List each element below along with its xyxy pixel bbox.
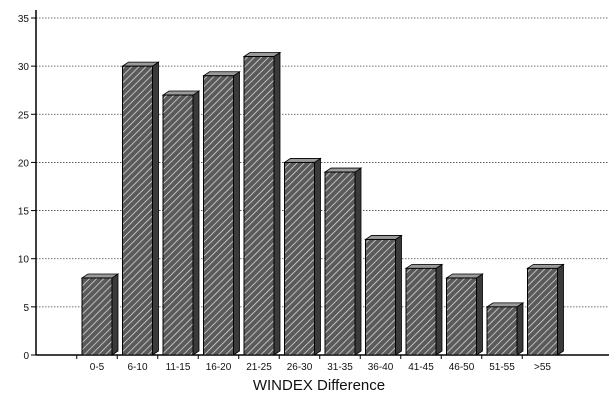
x-tick-label: >55	[534, 362, 551, 373]
x-tick-label: 6-10	[127, 362, 147, 373]
bar-side-face	[152, 61, 159, 356]
bar-top-face	[323, 167, 363, 173]
y-tick-label: 35	[18, 14, 30, 25]
bar-side-face	[233, 71, 240, 356]
tick-labels: 0 5 10 15 20 25 30 35 0-5 6-10 11-15 16-20 21-25 26-3…	[18, 14, 552, 373]
bar-front-face	[122, 65, 153, 356]
bar-top-face	[242, 52, 282, 57]
bar-top-face	[121, 61, 160, 67]
bar-front-face	[365, 238, 396, 356]
bar-side-face	[516, 302, 524, 356]
y-tick-label: 20	[18, 158, 30, 169]
bar-front-face	[81, 277, 113, 356]
bar	[485, 302, 525, 356]
bar-top-face	[526, 263, 565, 269]
bar-front-face	[284, 161, 315, 356]
bar-side-face	[314, 157, 321, 356]
bar-front-face	[486, 306, 518, 356]
bar-front-face	[203, 75, 234, 356]
x-tick-label: 0-5	[90, 362, 105, 373]
bar-top-face	[80, 273, 120, 279]
bar-top-face	[404, 263, 444, 269]
bar-side-face	[273, 51, 281, 356]
bar-top-face	[283, 158, 322, 163]
bars	[80, 51, 565, 356]
bar	[121, 61, 160, 356]
bar	[404, 263, 444, 356]
y-tick-label: 5	[23, 303, 29, 314]
x-tick-label: 51-55	[489, 362, 515, 373]
bar-side-face	[354, 167, 362, 356]
bar	[80, 273, 120, 356]
bar-side-face	[557, 263, 564, 356]
bar-side-face	[192, 90, 200, 356]
bar-side-face	[435, 263, 443, 356]
x-tick-label: 26-30	[287, 362, 313, 373]
gridlines	[36, 17, 609, 308]
bar	[526, 263, 565, 356]
bar-front-face	[527, 267, 558, 356]
bar-front-face	[405, 267, 437, 356]
y-tick-label: 0	[23, 351, 29, 362]
bar-front-face	[243, 56, 275, 356]
y-tick-label: 30	[18, 62, 30, 73]
bar	[364, 234, 403, 356]
y-tick-label: 25	[18, 110, 30, 121]
bar	[202, 71, 241, 356]
bar-front-face	[162, 94, 194, 356]
bar	[283, 157, 322, 356]
bar-top-face	[445, 273, 484, 279]
bar-front-face	[324, 171, 356, 356]
x-axis-title: WINDEX Difference	[253, 377, 385, 394]
x-tick-label: 41-45	[408, 362, 434, 373]
x-tick-label: 21-25	[246, 362, 272, 373]
bar-side-face	[111, 273, 119, 356]
x-tick-label: 46-50	[449, 362, 475, 373]
y-tick-label: 15	[18, 207, 30, 218]
x-tick-label: 31-35	[327, 362, 353, 373]
bar-front-face	[446, 277, 477, 356]
bar-top-face	[202, 71, 241, 77]
bar-top-face	[161, 90, 201, 96]
x-tick-label: 36-40	[368, 362, 394, 373]
bar-top-face	[364, 235, 403, 240]
x-tick-label: 16-20	[206, 362, 232, 373]
bar	[242, 51, 282, 356]
bar	[445, 273, 484, 356]
bar-side-face	[476, 273, 483, 356]
bar	[323, 167, 363, 356]
y-tick-label: 10	[18, 255, 30, 266]
bar-top-face	[485, 302, 525, 308]
bar	[161, 90, 201, 356]
bar-side-face	[395, 234, 402, 356]
x-tick-label: 11-15	[166, 362, 191, 373]
